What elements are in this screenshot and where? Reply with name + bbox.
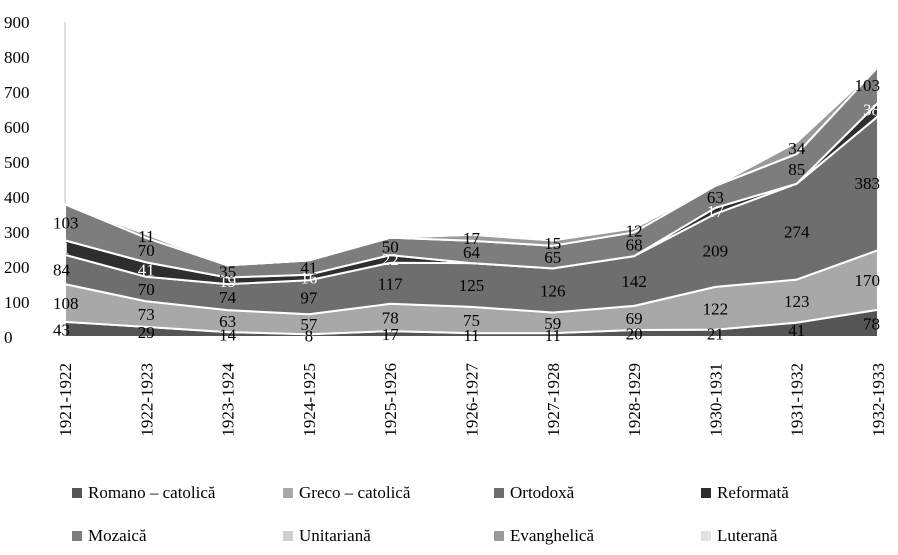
data-labels: 43 29 14 8 17 11 11 20 21 41 78 108 73 63 57 78 75 59 69 12… bbox=[53, 76, 880, 346]
data-label: 75 bbox=[463, 311, 480, 330]
data-label: 123 bbox=[784, 292, 810, 311]
data-label: 59 bbox=[544, 314, 561, 333]
y-tick-label: 500 bbox=[4, 153, 30, 172]
data-label: 383 bbox=[855, 174, 881, 193]
data-label: 11 bbox=[138, 227, 154, 246]
y-axis: 0 100 200 300 400 500 600 700 800 900 bbox=[4, 13, 66, 347]
x-tick-label: 1922-1923 bbox=[137, 363, 156, 437]
y-tick-label: 400 bbox=[4, 188, 30, 207]
data-label: 117 bbox=[378, 274, 403, 293]
data-label: 69 bbox=[626, 309, 643, 328]
data-label: 170 bbox=[855, 271, 881, 290]
data-label: 65 bbox=[544, 248, 561, 267]
data-label: 17 bbox=[707, 202, 725, 221]
data-label: 43 bbox=[53, 320, 70, 339]
data-label: 11 bbox=[463, 326, 479, 345]
data-label: 108 bbox=[53, 294, 79, 313]
data-label: 73 bbox=[138, 305, 155, 324]
data-label: 70 bbox=[138, 280, 155, 299]
y-tick-label: 300 bbox=[4, 223, 30, 242]
x-tick-label: 1926-1927 bbox=[463, 363, 482, 437]
data-label: 68 bbox=[626, 235, 643, 254]
x-tick-label: 1924-1925 bbox=[300, 363, 319, 437]
y-tick-label: 900 bbox=[4, 13, 30, 32]
data-label: 12 bbox=[626, 221, 643, 240]
data-label: 21 bbox=[707, 324, 724, 343]
data-label: 74 bbox=[219, 288, 237, 307]
data-label: 19 bbox=[219, 272, 236, 291]
data-label: 125 bbox=[459, 276, 485, 295]
data-label: 63 bbox=[219, 312, 236, 331]
data-label: 274 bbox=[784, 223, 810, 242]
data-label: 63 bbox=[707, 188, 724, 207]
y-tick-label: 0 bbox=[4, 328, 13, 347]
data-label: 57 bbox=[300, 315, 318, 334]
y-tick-label: 200 bbox=[4, 258, 30, 277]
y-tick-label: 700 bbox=[4, 83, 30, 102]
x-tick-label: 1930-1931 bbox=[706, 363, 725, 437]
y-tick-label: 100 bbox=[4, 293, 30, 312]
data-label: 103 bbox=[855, 76, 881, 95]
x-tick-label: 1921-1922 bbox=[56, 363, 75, 437]
data-label: 17 bbox=[463, 229, 481, 248]
data-label: 85 bbox=[788, 160, 805, 179]
x-tick-label: 1923-1924 bbox=[219, 363, 238, 437]
data-label: 8 bbox=[305, 327, 314, 346]
x-tick-label: 1927-1928 bbox=[544, 363, 563, 437]
x-tick-label: 1928-1929 bbox=[625, 363, 644, 437]
data-label: 126 bbox=[540, 281, 566, 300]
data-label: 41 bbox=[300, 259, 317, 278]
x-axis: 1921-1922 1922-1923 1923-1924 1924-1925 1925… bbox=[56, 363, 888, 437]
data-label: 41 bbox=[788, 321, 805, 340]
data-label: 41 bbox=[138, 261, 155, 280]
data-label: 78 bbox=[863, 314, 880, 333]
data-label: 15 bbox=[544, 234, 561, 253]
data-label: 35 bbox=[219, 262, 236, 281]
data-label: 84 bbox=[53, 260, 71, 279]
data-label: 38 bbox=[863, 101, 880, 120]
data-label: 29 bbox=[138, 323, 155, 342]
data-label: 78 bbox=[382, 308, 399, 327]
x-tick-label: 1931-1932 bbox=[788, 363, 807, 437]
data-label: 103 bbox=[53, 213, 79, 232]
data-label: 11 bbox=[545, 326, 561, 345]
area-layers bbox=[64, 65, 879, 338]
data-label: 97 bbox=[300, 288, 318, 307]
data-label: 70 bbox=[138, 241, 155, 260]
data-label: 16 bbox=[300, 269, 317, 288]
data-label: 122 bbox=[703, 299, 729, 318]
data-label: 17 bbox=[382, 325, 400, 344]
data-label: 209 bbox=[703, 241, 729, 260]
data-label: 22 bbox=[382, 250, 399, 269]
data-label: 41 bbox=[53, 239, 70, 258]
data-label: 14 bbox=[219, 326, 237, 345]
data-label: 20 bbox=[626, 325, 643, 344]
x-tick-label: 1925-1926 bbox=[381, 363, 400, 437]
data-label: 34 bbox=[788, 139, 806, 158]
x-tick-label: 1932-1933 bbox=[869, 363, 888, 437]
data-label: 142 bbox=[621, 272, 647, 291]
data-label: 50 bbox=[382, 237, 399, 256]
data-label: 64 bbox=[463, 243, 481, 262]
y-tick-label: 600 bbox=[4, 118, 30, 137]
area-luteran- bbox=[64, 65, 879, 267]
y-tick-label: 800 bbox=[4, 48, 30, 67]
